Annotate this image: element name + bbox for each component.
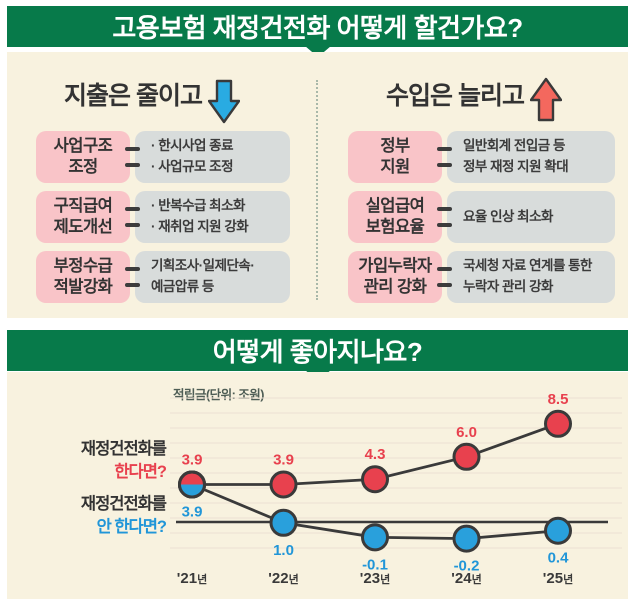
connector-dashes <box>125 191 143 243</box>
chart-panel <box>7 372 628 599</box>
title-banner: 고용보험 재정건전화 어떻게 할건가요? <box>7 6 628 57</box>
spend-category-description: · 반복수급 최소화 · 재취업 지원 강화 <box>135 191 290 243</box>
income-category-description: 국세청 자료 연계를 통한 누락자 관리 강화 <box>447 251 615 303</box>
svg-text:'23년: '23년 <box>360 570 390 587</box>
svg-text:8.5: 8.5 <box>548 391 569 408</box>
income-heading: 수입은 늘리고 <box>386 76 562 123</box>
banner-pointer-triangle <box>304 46 331 57</box>
spend-category-label: 사업구조 조정 <box>36 131 130 183</box>
svg-text:'25년: '25년 <box>543 570 573 587</box>
up-arrow-icon <box>529 77 562 122</box>
spend-category-description: · 한시사업 종료 · 사업규모 조정 <box>135 131 290 183</box>
legend-suffix-blue: 안 한다면? <box>96 518 167 536</box>
svg-text:3.9: 3.9 <box>182 452 203 469</box>
svg-text:'22년: '22년 <box>268 570 298 587</box>
income-category-label: 정부 지원 <box>348 131 442 183</box>
legend-prefix: 재정건전화를 <box>80 495 167 513</box>
svg-text:'21년: '21년 <box>177 570 207 587</box>
income-heading-text: 수입은 늘리고 <box>386 82 525 110</box>
svg-text:'24년: '24년 <box>451 570 481 587</box>
title-banner-text: 고용보험 재정건전화 어떻게 할건가요? <box>112 13 523 43</box>
svg-text:6.0: 6.0 <box>456 424 477 441</box>
svg-text:-0.1: -0.1 <box>362 556 388 573</box>
legend-if-not-consolidate: 재정건전화를 안 한다면? <box>18 493 167 539</box>
connector-dashes <box>437 251 455 303</box>
column-divider <box>316 80 318 300</box>
connector-dashes <box>125 131 143 183</box>
svg-text:3.9: 3.9 <box>273 452 294 469</box>
spend-category-description: 기획조사·일제단속· 예금압류 등 <box>135 251 290 303</box>
income-category-label: 실업급여 보험요율 <box>348 191 442 243</box>
result-banner-text: 어떻게 좋아지나요? <box>212 337 423 367</box>
spend-heading-text: 지출은 줄이고 <box>64 82 203 110</box>
income-category-description: 요율 인상 최소화 <box>447 191 615 243</box>
legend-prefix: 재정건전화를 <box>80 440 167 458</box>
svg-text:3.9: 3.9 <box>182 504 203 521</box>
connector-dashes <box>125 251 143 303</box>
connector-dashes <box>437 191 455 243</box>
svg-text:1.0: 1.0 <box>273 542 294 559</box>
spend-category-label: 구직급여 제도개선 <box>36 191 130 243</box>
connector-dashes <box>437 131 455 183</box>
svg-text:-0.2: -0.2 <box>454 558 480 575</box>
spend-heading: 지출은 줄이고 <box>64 76 240 125</box>
income-category-description: 일반회계 전입금 등 정부 재정 지원 확대 <box>447 131 615 183</box>
legend-suffix-red: 한다면? <box>114 463 167 481</box>
down-arrow-icon <box>207 79 240 124</box>
income-category-label: 가입누락자 관리 강화 <box>348 251 442 303</box>
svg-text:0.4: 0.4 <box>548 550 570 567</box>
legend-if-consolidate: 재정건전화를 한다면? <box>18 438 167 484</box>
svg-text:4.3: 4.3 <box>365 446 386 463</box>
spend-category-label: 부정수급 적발강화 <box>36 251 130 303</box>
